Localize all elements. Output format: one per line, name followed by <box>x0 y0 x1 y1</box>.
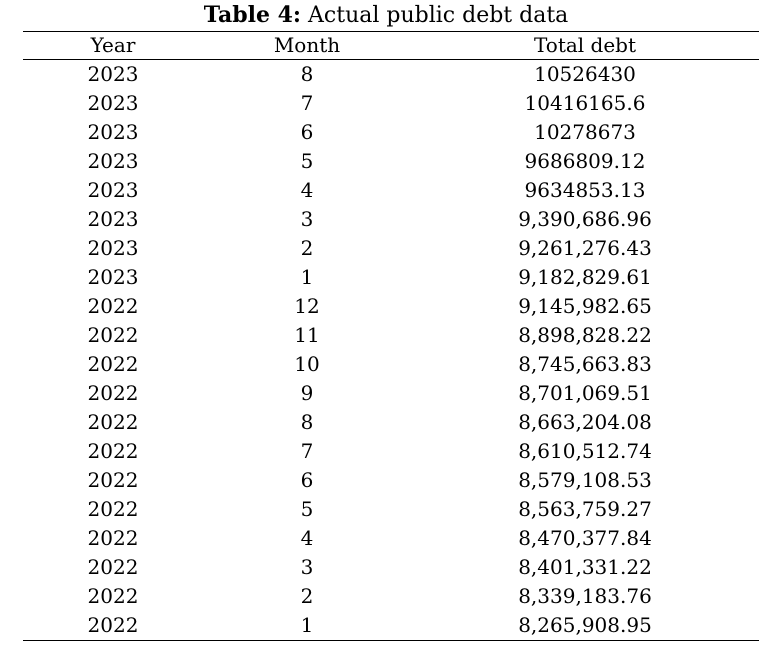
header-month: Month <box>273 33 341 57</box>
cell-month: 5 <box>300 497 314 521</box>
cell-total-debt: 10416165.6 <box>524 91 646 115</box>
cell-year: 2022 <box>87 497 139 521</box>
cell-total-debt: 8,265,908.95 <box>518 613 652 637</box>
table-row: 2022 11 8,898,828.22 <box>23 321 759 350</box>
header-total-debt: Total debt <box>533 33 637 57</box>
cell-month: 11 <box>294 323 320 347</box>
cell-month: 6 <box>300 120 314 144</box>
table-row: 2022 7 8,610,512.74 <box>23 437 759 466</box>
table-row: 2022 3 8,401,331.22 <box>23 553 759 582</box>
table-row: 2023 1 9,182,829.61 <box>23 263 759 292</box>
cell-month: 8 <box>300 62 314 86</box>
cell-total-debt: 9,145,982.65 <box>518 294 652 318</box>
cell-total-debt: 8,563,759.27 <box>518 497 652 521</box>
table-caption-label: Table 4: <box>203 2 302 28</box>
cell-total-debt: 10278673 <box>534 120 636 144</box>
table-row: 2023 7 10416165.6 <box>23 89 759 118</box>
table-row: 2023 2 9,261,276.43 <box>23 234 759 263</box>
cell-month: 3 <box>300 555 314 579</box>
cell-total-debt: 9,182,829.61 <box>518 265 652 289</box>
table-row: 2022 4 8,470,377.84 <box>23 524 759 553</box>
table-row: 2022 1 8,265,908.95 <box>23 611 759 640</box>
public-debt-table: Year Month Total debt 2023 8 10526430 2023 7… <box>23 31 759 641</box>
cell-year: 2022 <box>87 381 139 405</box>
table-row: 2022 8 8,663,204.08 <box>23 408 759 437</box>
cell-year: 2023 <box>87 91 139 115</box>
table-row: 2022 10 8,745,663.83 <box>23 350 759 379</box>
cell-year: 2023 <box>87 236 139 260</box>
cell-total-debt: 8,610,512.74 <box>518 439 652 463</box>
cell-month: 12 <box>294 294 320 318</box>
cell-total-debt: 8,579,108.53 <box>518 468 652 492</box>
cell-month: 4 <box>300 526 314 550</box>
cell-month: 4 <box>300 178 314 202</box>
cell-month: 10 <box>294 352 320 376</box>
bottom-rule <box>23 640 759 641</box>
cell-total-debt: 8,470,377.84 <box>518 526 652 550</box>
table-row: 2023 4 9634853.13 <box>23 176 759 205</box>
cell-month: 1 <box>300 265 314 289</box>
cell-month: 8 <box>300 410 314 434</box>
cell-year: 2023 <box>87 178 139 202</box>
table-row: 2022 5 8,563,759.27 <box>23 495 759 524</box>
cell-month: 3 <box>300 207 314 231</box>
top-rule <box>23 31 759 32</box>
cell-year: 2023 <box>87 149 139 173</box>
cell-total-debt: 8,898,828.22 <box>518 323 652 347</box>
cell-total-debt: 10526430 <box>534 62 636 86</box>
cell-month: 2 <box>300 584 314 608</box>
cell-month: 9 <box>300 381 314 405</box>
table-row: 2023 5 9686809.12 <box>23 147 759 176</box>
table-row: 2022 9 8,701,069.51 <box>23 379 759 408</box>
cell-year: 2022 <box>87 613 139 637</box>
table-row: 2022 6 8,579,108.53 <box>23 466 759 495</box>
cell-month: 7 <box>300 439 314 463</box>
header-rule <box>23 59 759 60</box>
cell-year: 2022 <box>87 526 139 550</box>
cell-total-debt: 9686809.12 <box>524 149 646 173</box>
cell-total-debt: 8,401,331.22 <box>518 555 652 579</box>
cell-total-debt: 8,339,183.76 <box>518 584 652 608</box>
table-caption: Table 4: Actual public debt data <box>0 0 772 31</box>
cell-year: 2022 <box>87 294 139 318</box>
cell-year: 2023 <box>87 62 139 86</box>
cell-total-debt: 8,701,069.51 <box>518 381 652 405</box>
cell-month: 1 <box>300 613 314 637</box>
cell-year: 2023 <box>87 120 139 144</box>
cell-total-debt: 9,261,276.43 <box>518 236 652 260</box>
table-caption-text: Actual public debt data <box>301 3 569 28</box>
cell-year: 2022 <box>87 468 139 492</box>
cell-total-debt: 9,390,686.96 <box>518 207 652 231</box>
cell-total-debt: 8,663,204.08 <box>518 410 652 434</box>
table-row: 2023 3 9,390,686.96 <box>23 205 759 234</box>
table-header-row: Year Month Total debt <box>23 32 759 59</box>
cell-year: 2022 <box>87 439 139 463</box>
cell-year: 2023 <box>87 265 139 289</box>
cell-month: 5 <box>300 149 314 173</box>
cell-total-debt: 8,745,663.83 <box>518 352 652 376</box>
table-row: 2022 12 9,145,982.65 <box>23 292 759 321</box>
cell-year: 2023 <box>87 207 139 231</box>
cell-year: 2022 <box>87 352 139 376</box>
cell-year: 2022 <box>87 323 139 347</box>
cell-month: 6 <box>300 468 314 492</box>
cell-month: 2 <box>300 236 314 260</box>
table-row: 2023 8 10526430 <box>23 60 759 89</box>
cell-year: 2022 <box>87 584 139 608</box>
cell-year: 2022 <box>87 555 139 579</box>
cell-total-debt: 9634853.13 <box>524 178 646 202</box>
table-row: 2022 2 8,339,183.76 <box>23 582 759 611</box>
table-row: 2023 6 10278673 <box>23 118 759 147</box>
header-year: Year <box>90 33 136 57</box>
cell-month: 7 <box>300 91 314 115</box>
table-body: 2023 8 10526430 2023 7 10416165.6 2023 6 1027867… <box>23 60 759 640</box>
cell-year: 2022 <box>87 410 139 434</box>
